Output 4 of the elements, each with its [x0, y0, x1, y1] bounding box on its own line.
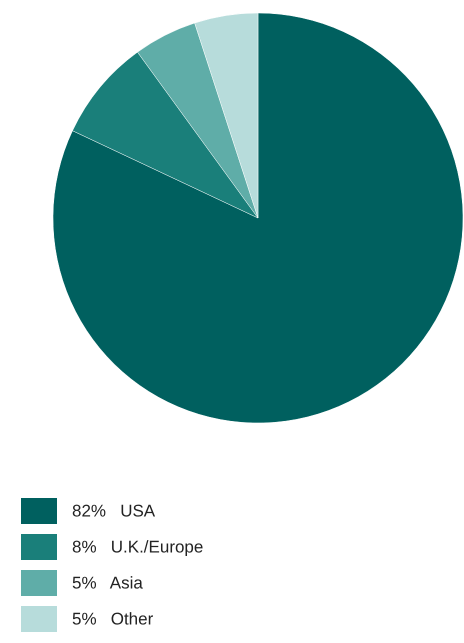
legend-label: 5% Asia: [72, 574, 144, 592]
legend-label: 8% U.K./Europe: [72, 538, 204, 556]
legend-label: 5% Other: [72, 610, 154, 628]
legend-label: 82% USA: [72, 502, 156, 520]
